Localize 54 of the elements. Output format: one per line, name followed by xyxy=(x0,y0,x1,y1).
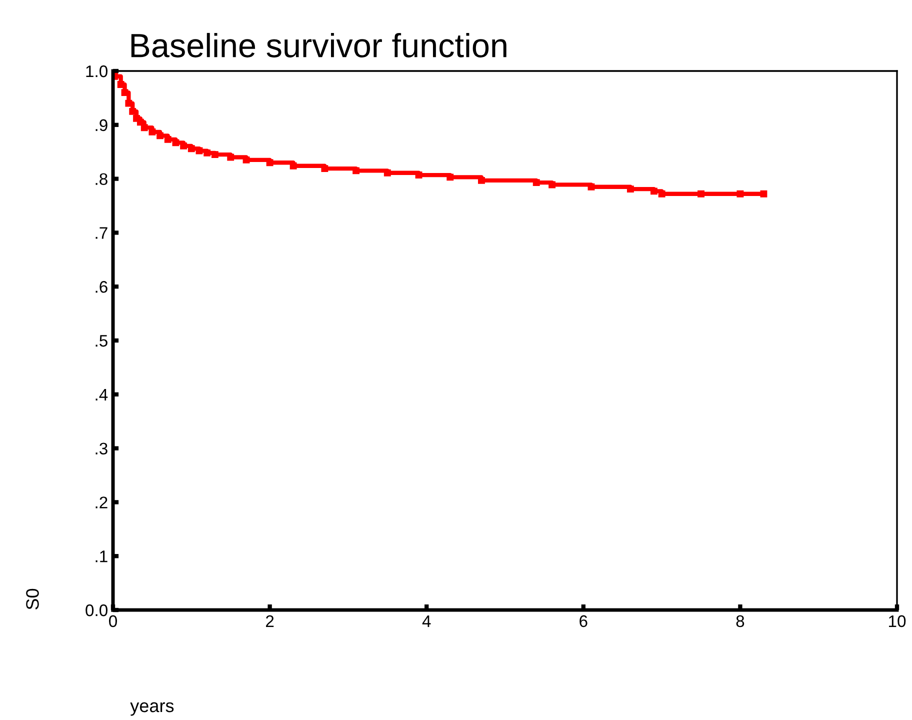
point xyxy=(125,100,132,107)
x-axis-title: years xyxy=(130,702,174,716)
point xyxy=(172,139,180,146)
y-tick-label: .4 xyxy=(96,388,108,400)
chart-title: Baseline survivor function xyxy=(131,32,506,58)
point xyxy=(478,176,485,184)
y-tick-label: .3 xyxy=(96,442,108,455)
point xyxy=(196,147,203,154)
y-tick-label: .7 xyxy=(96,227,108,239)
point xyxy=(164,136,172,143)
point xyxy=(698,190,704,198)
y-axis-title: S0 xyxy=(26,588,39,610)
y-tick-label: .9 xyxy=(96,119,108,132)
x-tick-label: 8 xyxy=(736,615,744,628)
x-tick-label: 4 xyxy=(422,615,431,627)
y-tick-label: 0.0 xyxy=(86,604,108,616)
point xyxy=(121,89,128,96)
point xyxy=(588,183,595,190)
point xyxy=(650,188,658,195)
point xyxy=(415,172,422,178)
point xyxy=(117,81,124,88)
y-tick-label: .1 xyxy=(96,550,108,562)
y-tick-label: .8 xyxy=(96,173,108,186)
point xyxy=(384,169,391,176)
point xyxy=(626,186,634,193)
y-tick-label: 1.0 xyxy=(86,65,108,78)
point xyxy=(211,151,218,158)
point xyxy=(321,165,328,172)
x-tick-label: 10 xyxy=(889,615,906,628)
point xyxy=(446,174,454,181)
point xyxy=(352,167,360,174)
point xyxy=(129,108,136,115)
x-tick-label: 6 xyxy=(580,615,588,628)
point xyxy=(188,145,195,152)
point xyxy=(266,159,274,166)
point xyxy=(290,162,297,170)
point xyxy=(136,118,144,126)
point xyxy=(148,128,156,136)
y-tick-label: .6 xyxy=(96,281,108,293)
point xyxy=(736,190,744,198)
point xyxy=(227,154,234,161)
point xyxy=(156,132,164,140)
point xyxy=(760,190,768,198)
x-tick-label: 0 xyxy=(109,615,117,628)
point xyxy=(658,190,666,198)
point xyxy=(242,156,250,164)
y-tick-label: .2 xyxy=(96,496,108,508)
point xyxy=(548,181,556,188)
y-tick-label: .5 xyxy=(96,335,108,347)
point xyxy=(180,142,188,150)
point xyxy=(204,149,211,156)
x-tick-label: 2 xyxy=(266,615,274,627)
point xyxy=(532,179,540,186)
point xyxy=(140,124,148,132)
